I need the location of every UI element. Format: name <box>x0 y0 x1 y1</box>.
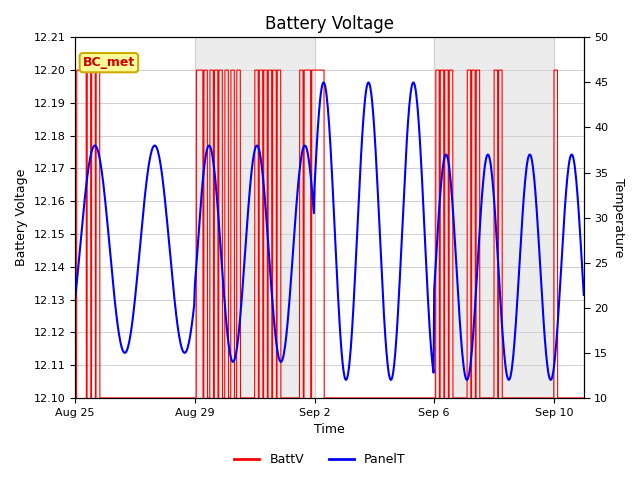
Y-axis label: Temperature: Temperature <box>612 178 625 257</box>
Bar <box>195 37 314 398</box>
Title: Battery Voltage: Battery Voltage <box>265 15 394 33</box>
Legend: BattV, PanelT: BattV, PanelT <box>229 448 411 471</box>
Bar <box>434 37 554 398</box>
X-axis label: Time: Time <box>314 423 345 436</box>
Text: BC_met: BC_met <box>83 56 135 69</box>
Y-axis label: Battery Voltage: Battery Voltage <box>15 169 28 266</box>
